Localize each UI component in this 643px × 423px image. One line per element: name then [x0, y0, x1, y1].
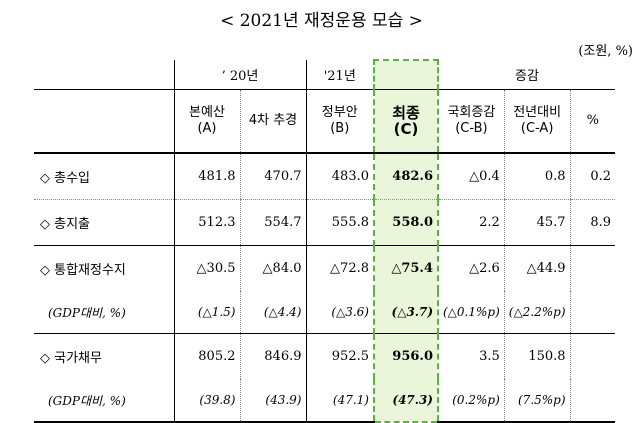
header-group-2021: '21년: [305, 60, 374, 90]
table-row-balance: ◇ 통합재정수지 △30.5 △84.0 △72.8 △75.4 △2.6 △4…: [34, 245, 616, 291]
header-group-diff: 증감: [437, 60, 616, 90]
header-blank-2: [34, 89, 174, 154]
table-title: < 2021년 재정운용 모습 >: [220, 11, 423, 31]
cell-cb: (△0.1%p): [437, 291, 505, 334]
col-header-c: 최종 (C): [373, 89, 439, 154]
cell-4th: 846.9: [239, 333, 306, 379]
col-header-pct: %: [569, 89, 616, 154]
col-header-cb: 국회증감 (C-B): [437, 89, 505, 154]
cell-a: 512.3: [173, 199, 240, 246]
cell-a: (39.8): [173, 379, 240, 423]
cell-cb: 3.5: [437, 333, 505, 379]
header-blank: [34, 60, 174, 90]
cell-cb: (0.2%p): [437, 379, 505, 423]
table-row-balance-gdp: (GDP대비, %) (△1.5) (△4.4) (△3.6) (△3.7) (…: [34, 291, 616, 334]
cell-4th: (43.9): [239, 379, 306, 423]
cell-c: 956.0: [373, 333, 439, 379]
col-header-a: 본예산 (A): [173, 89, 240, 154]
col-header-b: 정부안 (B): [305, 89, 374, 154]
row-label: ◇ 총지출: [34, 199, 174, 246]
header-group-2020: ’ 20년: [173, 60, 306, 90]
cell-a: 481.8: [173, 153, 240, 200]
col-header-ca: 전년대비 (C-A): [503, 89, 571, 154]
cell-c: 482.6: [373, 153, 439, 200]
col-header-4th: 4차 추경: [239, 89, 306, 154]
cell-4th: 470.7: [239, 153, 306, 200]
row-label: (GDP대비, %): [34, 379, 174, 423]
cell-a: 805.2: [173, 333, 240, 379]
cell-b: △72.8: [305, 245, 374, 291]
cell-pct: [569, 245, 616, 291]
cell-c: (47.3): [373, 379, 439, 423]
cell-b: 952.5: [305, 333, 374, 379]
cell-c: △75.4: [373, 245, 439, 291]
cell-4th: △84.0: [239, 245, 306, 291]
table-row-debt: ◇ 국가채무 805.2 846.9 952.5 956.0 3.5 150.8: [34, 333, 616, 379]
cell-a: (△1.5): [173, 291, 240, 334]
cell-pct: [569, 333, 616, 379]
header-row-groups: ’ 20년 '21년 증감: [34, 59, 616, 90]
table-row-revenue: ◇ 총수입 481.8 470.7 483.0 482.6 △0.4 0.8 0…: [34, 153, 616, 200]
header-row-columns: 본예산 (A) 4차 추경 정부안 (B) 최종 (C) 국회증감 (C-B) …: [34, 89, 616, 154]
row-label: (GDP대비, %): [34, 291, 174, 334]
cell-cb: △0.4: [437, 153, 505, 200]
row-label: ◇ 총수입: [34, 153, 174, 200]
cell-pct: [569, 291, 616, 334]
table-row-expenditure: ◇ 총지출 512.3 554.7 555.8 558.0 2.2 45.7 8…: [34, 199, 616, 246]
header-group-2021-final: [373, 59, 439, 90]
row-label: ◇ 통합재정수지: [40, 263, 126, 278]
cell-ca: △44.9: [503, 245, 571, 291]
cell-4th: 554.7: [239, 199, 306, 246]
cell-ca: 0.8: [503, 153, 571, 200]
cell-b: (47.1): [305, 379, 374, 423]
cell-4th: (△4.4): [239, 291, 306, 334]
table-row-debt-gdp: (GDP대비, %) (39.8) (43.9) (47.1) (47.3) (…: [34, 379, 616, 423]
cell-pct: 0.2: [569, 153, 616, 200]
cell-ca: (7.5%p): [503, 379, 571, 423]
cell-ca: 45.7: [503, 199, 571, 246]
cell-b: 555.8: [305, 199, 374, 246]
cell-b: 483.0: [305, 153, 374, 200]
cell-a: △30.5: [173, 245, 240, 291]
fiscal-table: ’ 20년 '21년 증감 본예산 (A) 4차 추경 정부안 (B) 최종 (…: [34, 59, 616, 423]
cell-c: (△3.7): [373, 291, 439, 334]
cell-cb: 2.2: [437, 199, 505, 246]
unit-label: (조원, %): [578, 44, 633, 59]
cell-c: 558.0: [373, 199, 439, 246]
cell-cb: △2.6: [437, 245, 505, 291]
cell-ca: 150.8: [503, 333, 571, 379]
cell-pct: 8.9: [569, 199, 616, 246]
cell-ca: (△2.2%p): [503, 291, 571, 334]
cell-b: (△3.6): [305, 291, 374, 334]
cell-pct: [569, 379, 616, 423]
row-label: ◇ 국가채무: [40, 351, 102, 366]
